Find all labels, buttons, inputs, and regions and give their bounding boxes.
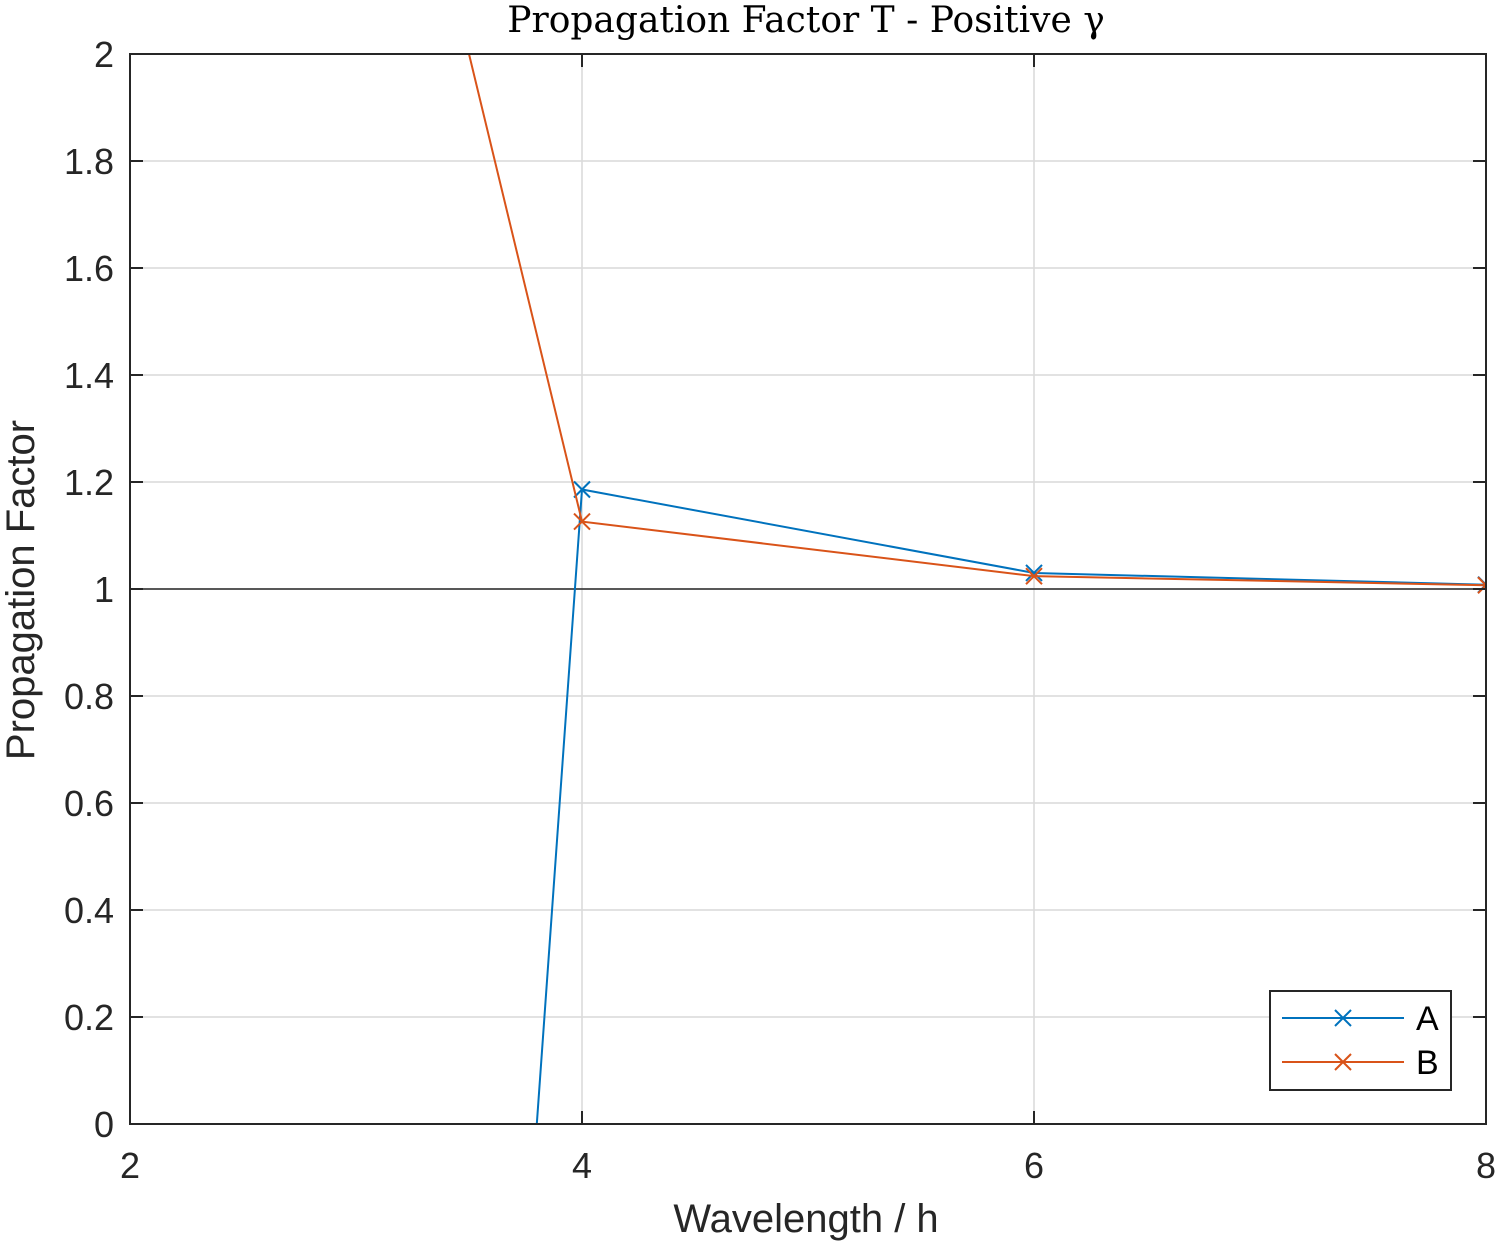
legend-entry-B[interactable]: B: [1282, 1044, 1439, 1082]
y-tick-label: 0.2: [64, 997, 114, 1038]
legend[interactable]: AB: [1269, 990, 1452, 1091]
legend-entry-A[interactable]: A: [1282, 1000, 1439, 1038]
y-tick-label: 1.8: [64, 141, 114, 182]
legend-marker: [1334, 1053, 1352, 1071]
x-axis-label: Wavelength / h: [673, 1197, 938, 1241]
data-point-marker: [573, 512, 591, 531]
data-point-marker: [573, 480, 591, 499]
y-tick-label: 1: [94, 569, 114, 610]
legend-box: [1269, 990, 1452, 1091]
legend-label: B: [1416, 1044, 1439, 1082]
x-tick-label: 4: [572, 1145, 592, 1186]
x-tick-label: 6: [1024, 1145, 1044, 1186]
tick-marks: [129, 53, 1487, 1125]
y-tick-label: 2: [94, 34, 114, 75]
series-B: [468, 54, 1486, 594]
series-line-A: [535, 488, 1486, 1124]
y-axis-label: Propagation Factor: [0, 420, 43, 760]
tick-labels: 2 4 6 8 0 0.2 0.4 0.6 0.8 1 1.2 1.4 1.6 1.8 2: [64, 34, 1496, 1186]
y-tick-label: 1.4: [64, 355, 114, 396]
y-tick-label: 1.2: [64, 462, 114, 503]
y-tick-label: 0.8: [64, 676, 114, 717]
x-tick-label: 8: [1476, 1145, 1496, 1186]
series-layer: [468, 54, 1486, 1124]
data-point-marker: [1477, 576, 1486, 594]
data-point-marker: [1025, 567, 1043, 585]
data-point-marker: [1025, 564, 1043, 582]
y-tick-label: 1.6: [64, 248, 114, 289]
legend-marker: [1334, 1009, 1352, 1027]
y-tick-label: 0.6: [64, 783, 114, 824]
x-tick-label: 2: [120, 1145, 140, 1186]
series-line-B: [468, 54, 1486, 587]
legend-label: A: [1416, 1000, 1439, 1038]
y-tick-label: 0: [94, 1104, 114, 1145]
y-tick-label: 0.4: [64, 890, 114, 931]
chart-title: Propagation Factor T - Positive γ: [507, 0, 1104, 41]
